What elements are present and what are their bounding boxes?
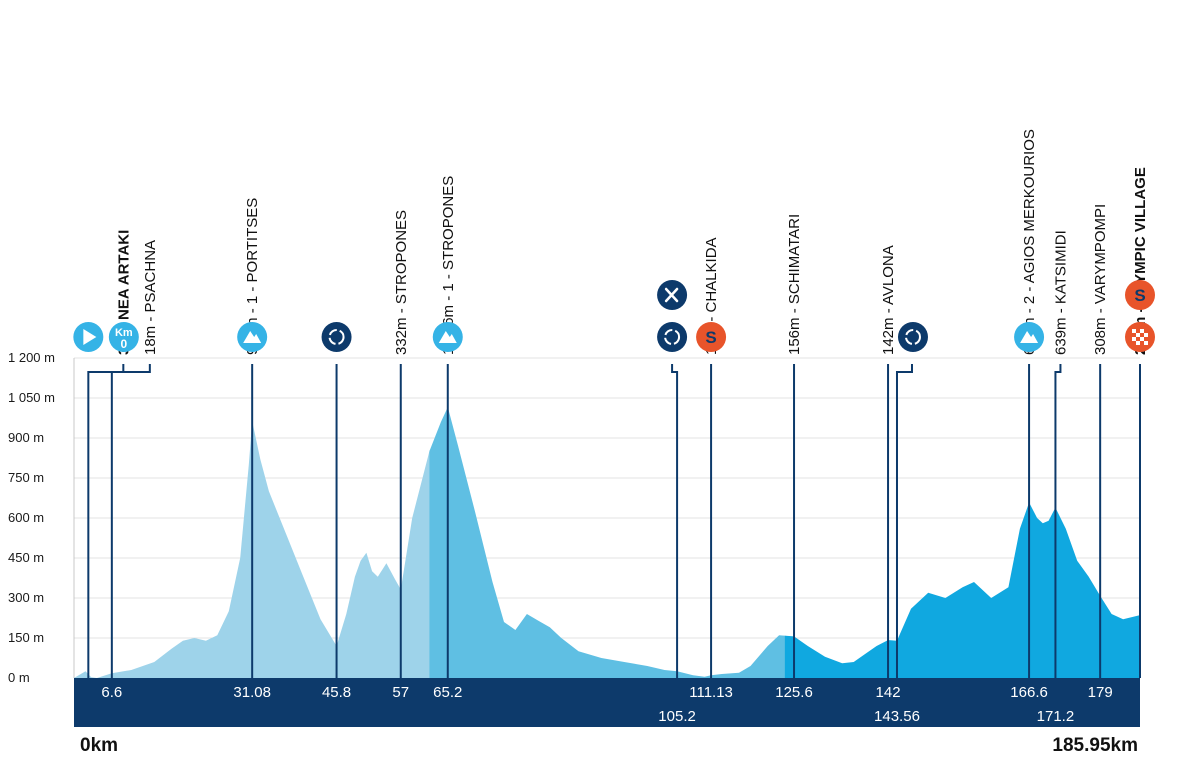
marker-label: 156m - SCHIMATARI (786, 214, 803, 355)
checker-cell (1144, 341, 1148, 345)
distance-label: 143.56 (874, 708, 920, 725)
marker-label: 639m - KATSIMIDI (1052, 230, 1069, 355)
km0-icon-value: 0 (120, 337, 127, 351)
sprint-icon (1125, 280, 1155, 310)
climb-icon-group (1014, 322, 1045, 352)
checker-cell (1140, 337, 1144, 341)
km0-icon-label: Km (115, 327, 133, 339)
y-tick-label: 0 m (8, 670, 30, 685)
recycle-icon (897, 322, 928, 352)
sprint-icon-label: S (705, 328, 716, 347)
food-zone-icon-group (657, 280, 688, 310)
y-tick-label: 600 m (8, 510, 44, 525)
distance-label: 111.13 (689, 684, 733, 701)
marker-elbow (110, 364, 151, 380)
end-km-label: 185.95km (1052, 735, 1138, 756)
finish-sprint-icon-group: S (1125, 280, 1155, 310)
distance-label: 6.6 (101, 684, 122, 701)
distance-label: 166.6 (1010, 684, 1048, 701)
marker-elbow (895, 364, 913, 380)
y-tick-label: 1 050 m (8, 390, 55, 405)
y-tick-label: 300 m (8, 590, 44, 605)
start-km-label: 0km (80, 735, 118, 756)
y-tick-label: 1 200 m (8, 350, 55, 365)
recycle-glyph (328, 329, 345, 345)
km0-icon (108, 322, 139, 352)
recycle-icon (657, 322, 688, 352)
marker-elbow (1054, 364, 1062, 380)
y-tick-label: 150 m (8, 630, 44, 645)
feed-zone-icon-group (657, 322, 688, 352)
mountain-glyph (243, 331, 262, 343)
marker-elbow (671, 364, 679, 380)
marker-label: 142m - AVLONA (880, 245, 897, 355)
recycle-icon (321, 322, 352, 352)
distance-label: 105.2 (658, 708, 696, 725)
checker-cell (1136, 341, 1140, 345)
recycle-glyph (664, 329, 681, 345)
marker-label: 18m - PSACHNA (142, 240, 159, 355)
finish-icon-group (1125, 322, 1155, 352)
sprint-icon-label: S (1134, 286, 1145, 305)
distance-label: 65.2 (433, 684, 462, 701)
mountain-glyph (438, 331, 457, 343)
checker-cell (1144, 333, 1148, 337)
marker-label: 1 016m - 1 - STROPONES (440, 176, 457, 355)
checker-cell (1132, 337, 1136, 341)
y-tick-label: 900 m (8, 430, 44, 445)
marker-label: 658m - 2 - AGIOS MERKOURIOS (1021, 129, 1038, 355)
y-tick-label: 450 m (8, 550, 44, 565)
checker-cell (1140, 329, 1144, 333)
knife-glyph (664, 287, 679, 303)
marker-elbow (87, 364, 125, 380)
distance-label: 171.2 (1037, 708, 1075, 725)
distance-label: 31.08 (233, 684, 271, 701)
checker-cell (1136, 333, 1140, 337)
distance-label: 57 (392, 684, 409, 701)
distance-label: 45.8 (322, 684, 351, 701)
start-icon-group (73, 322, 104, 352)
marker-label: 332m - STROPONES (393, 210, 410, 355)
feed-icon-group (321, 322, 352, 352)
km0-icon-group: Km0 (108, 322, 139, 352)
climb-icon-group (432, 322, 463, 352)
distance-label: 125.6 (775, 684, 813, 701)
sprint-icon (696, 322, 727, 352)
checker-cell (1132, 329, 1136, 333)
play-triangle (83, 329, 97, 345)
distance-label: 179 (1088, 684, 1113, 701)
marker-label: 963m - 1 - PORTITSES (244, 198, 261, 355)
distance-band (74, 678, 1140, 727)
climb-icon-group (237, 322, 268, 352)
recycle-glyph (904, 329, 921, 345)
mountain-glyph (1020, 331, 1039, 343)
distance-label: 142 (876, 684, 901, 701)
y-tick-label: 750 m (8, 470, 44, 485)
marker-label: 308m - VARYMPOMPI (1092, 204, 1109, 355)
feed-icon-group (897, 322, 928, 352)
sprint-icon-group: S (696, 322, 727, 352)
